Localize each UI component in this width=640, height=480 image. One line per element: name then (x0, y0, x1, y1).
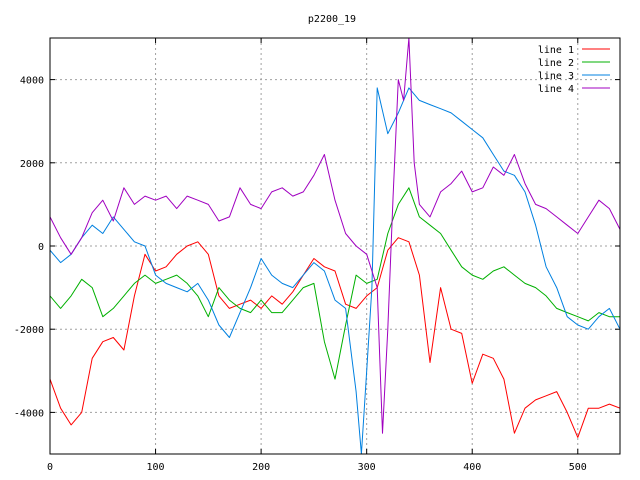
y-tick-label: -2000 (14, 325, 44, 336)
y-tick-label: 0 (38, 242, 44, 253)
x-tick-label: 0 (47, 462, 53, 473)
plot-frame (49, 37, 621, 455)
x-tick-label: 100 (147, 462, 165, 473)
series-line-2 (50, 187, 620, 380)
legend-label: line 4 (538, 84, 574, 95)
chart-title: p2200_19 (308, 14, 356, 25)
x-tick-label: 300 (358, 462, 376, 473)
y-tick-label: -4000 (14, 408, 44, 419)
series-line-4 (50, 38, 620, 434)
y-axis-ticks: -4000 -2000 0 2000 4000 (14, 76, 620, 419)
x-axis-ticks: 0 100 200 300 400 500 (47, 38, 587, 473)
legend-label: line 1 (538, 45, 574, 56)
series-lines (50, 38, 620, 454)
legend-label: line 3 (538, 71, 574, 82)
legend: line 1 line 2 line 3 line 4 (538, 45, 610, 95)
x-tick-label: 200 (252, 462, 270, 473)
x-tick-label: 500 (569, 462, 587, 473)
grid (50, 38, 620, 454)
y-tick-label: 2000 (20, 159, 44, 170)
series-line-1 (50, 237, 620, 438)
y-tick-label: 4000 (20, 76, 44, 87)
legend-label: line 2 (538, 58, 574, 69)
series-line-3 (50, 87, 620, 454)
x-tick-label: 400 (463, 462, 481, 473)
